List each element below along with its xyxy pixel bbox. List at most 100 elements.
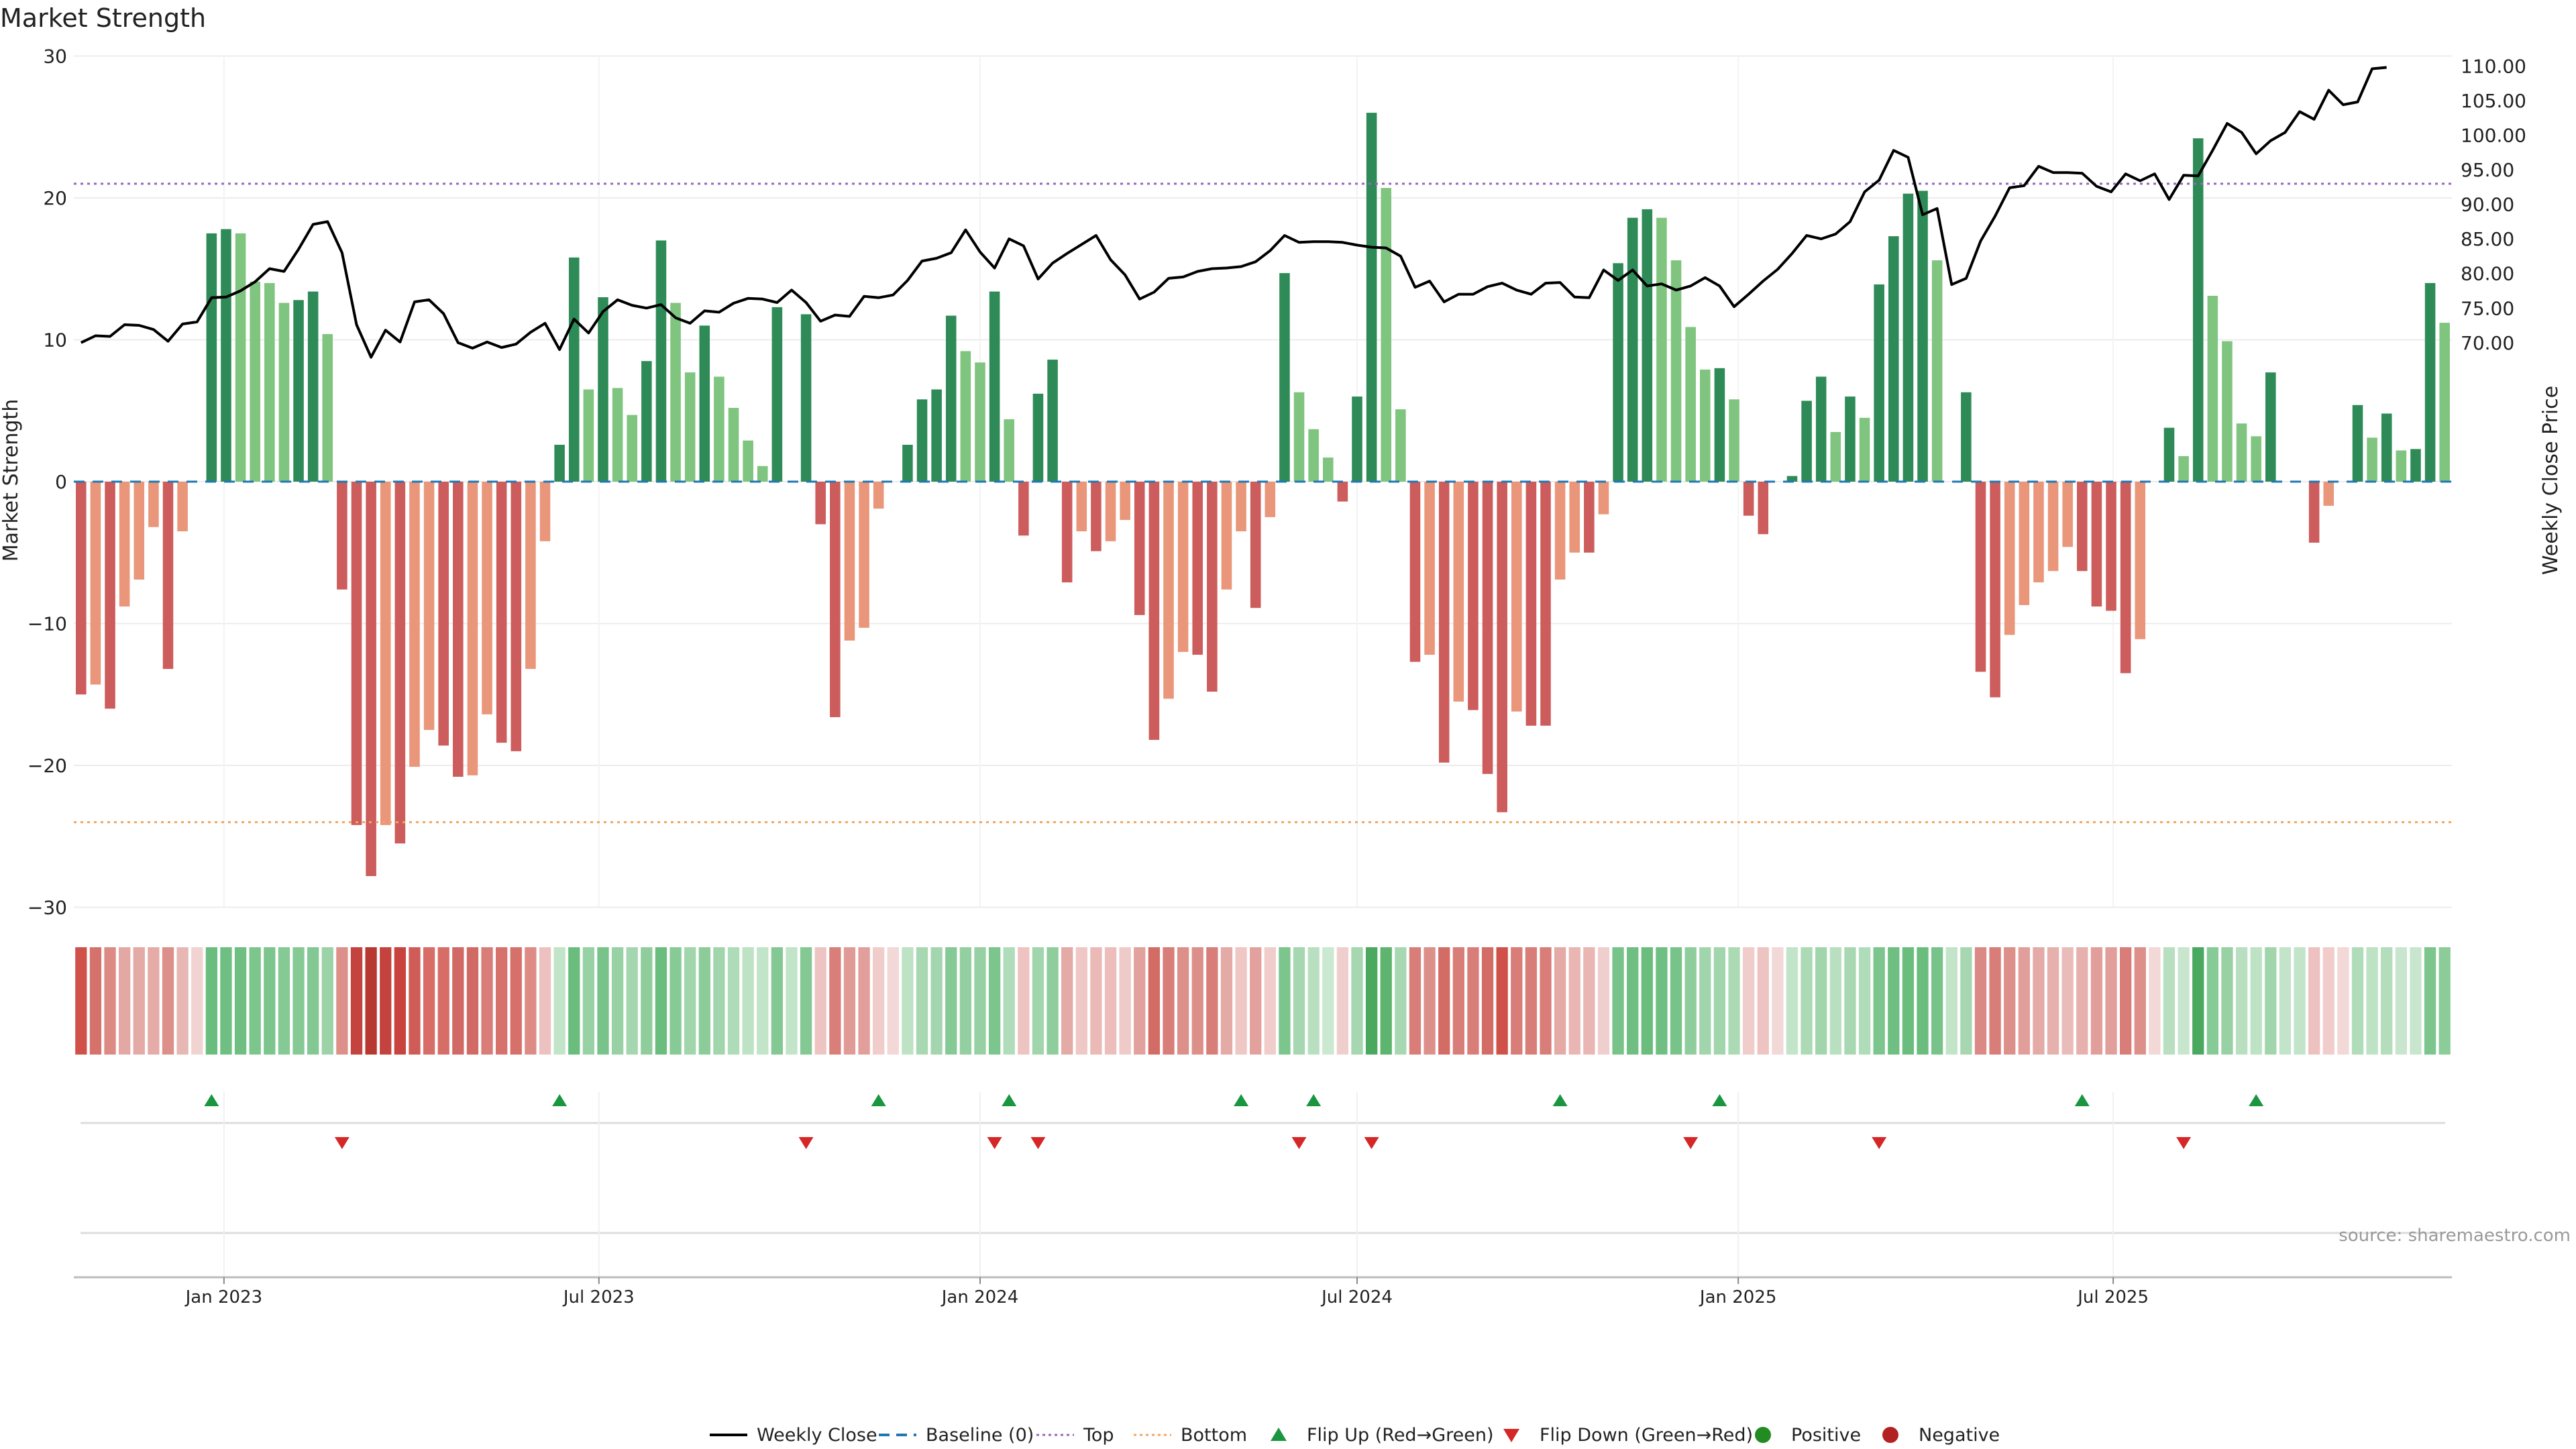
strength-bar [975, 362, 985, 482]
heat-cell [205, 947, 217, 1055]
weekly-close-line [80, 66, 2387, 359]
strength-bar [902, 445, 913, 482]
heat-cell [1641, 947, 1653, 1055]
strength-bar [1076, 482, 1087, 532]
heat-cell [1481, 947, 1494, 1055]
heat-cell [2076, 947, 2088, 1055]
heat-cell [1220, 947, 1233, 1055]
legend-swatch-flip-up [1271, 1428, 1287, 1441]
legend-label: Positive [1791, 1425, 1861, 1446]
strength-bar [1642, 209, 1653, 482]
strength-bar [1888, 236, 1899, 482]
y2-tick-label: 90.00 [2461, 194, 2514, 216]
strength-bar [1902, 193, 1914, 482]
heat-cell [1279, 947, 1291, 1055]
strength-bar [1322, 458, 1334, 482]
strength-bar [873, 482, 884, 509]
strength-bar [1337, 482, 1348, 502]
legend-item: Flip Down (Green→Red) [1503, 1425, 1753, 1446]
heat-cell [1293, 947, 1305, 1055]
heat-cell [2395, 947, 2407, 1055]
y-tick-label: −20 [28, 755, 67, 777]
y-tick-label: 20 [43, 187, 67, 209]
strength-bar [1018, 482, 1029, 536]
strength-bar [1177, 482, 1189, 652]
heat-cell [713, 947, 725, 1055]
heat-cell [1525, 947, 1538, 1055]
legend-label: Top [1083, 1425, 1114, 1446]
y2-tick-label: 75.00 [2461, 297, 2514, 319]
heat-cell [1365, 947, 1378, 1055]
strength-bar [394, 482, 406, 844]
heat-cell [1801, 947, 1813, 1055]
strength-bar [264, 282, 275, 482]
heat-cell [2294, 947, 2306, 1055]
heat-cell [1119, 947, 1131, 1055]
legend-item: Negative [1882, 1425, 2000, 1446]
heat-cell [2351, 947, 2364, 1055]
strength-bar [2047, 482, 2059, 572]
heat-cell [1003, 947, 1015, 1055]
heat-cell [1989, 947, 2001, 1055]
heat-cell [525, 947, 537, 1055]
strength-bar [1279, 273, 1290, 482]
heat-cell [365, 947, 377, 1055]
heat-cell [1858, 947, 1871, 1055]
heat-cell [1888, 947, 1900, 1055]
heat-cell [2047, 947, 2059, 1055]
flip-down-marker [2176, 1137, 2192, 1149]
flip-down-marker [1872, 1137, 1887, 1149]
heat-cell [1742, 947, 1755, 1055]
strength-bar [1366, 113, 1377, 482]
strength-bar [583, 389, 594, 482]
heat-cell [1656, 947, 1668, 1055]
strength-bar [1453, 482, 1464, 702]
strength-bar [989, 291, 1000, 482]
heat-cell [481, 947, 493, 1055]
y2-axis-label: Weekly Close Price [2539, 386, 2563, 575]
strength-bar [1352, 396, 1362, 482]
strength-bar [409, 482, 420, 767]
heat-cell [930, 947, 943, 1055]
strength-bar [1656, 217, 1667, 482]
heat-cell [2250, 947, 2262, 1055]
heat-cell [1104, 947, 1117, 1055]
strength-bar [612, 388, 623, 482]
legend-swatch-flip-down [1503, 1429, 1519, 1442]
strength-bar [1192, 482, 1203, 655]
strength-bar [1859, 417, 1870, 482]
strength-bar [2033, 482, 2044, 583]
heat-cell [916, 947, 928, 1055]
strength-bar [1598, 482, 1609, 515]
strength-bar [1685, 327, 1696, 482]
strength-bar [2207, 295, 2218, 482]
strength-bar [1627, 217, 1638, 482]
strength-bars [76, 113, 2450, 876]
heat-cell [945, 947, 957, 1055]
strength-bar [293, 300, 304, 482]
strength-bar [728, 408, 739, 482]
flip-up-marker [2249, 1094, 2264, 1106]
heat-cell [292, 947, 305, 1055]
strength-bar [235, 233, 246, 482]
strength-bar [221, 229, 231, 482]
strength-bar [1511, 482, 1522, 712]
y-tick-label: −10 [28, 613, 67, 635]
heat-cell [2163, 947, 2176, 1055]
heat-cell [1627, 947, 1639, 1055]
heat-cell [1018, 947, 1030, 1055]
heat-cell [1075, 947, 1087, 1055]
heat-cell [148, 947, 160, 1055]
strength-bar [1714, 368, 1725, 482]
strength-bar [1700, 369, 1711, 482]
strength-bar [119, 482, 130, 607]
flip-up-marker [1712, 1094, 1727, 1106]
strength-bar [960, 351, 971, 482]
strength-bar [366, 482, 376, 876]
heat-cell [2265, 947, 2277, 1055]
heat-cell [437, 947, 449, 1055]
heat-cell [1032, 947, 1044, 1055]
legend-item: Top [1036, 1425, 1114, 1446]
strength-bar [1525, 482, 1537, 726]
